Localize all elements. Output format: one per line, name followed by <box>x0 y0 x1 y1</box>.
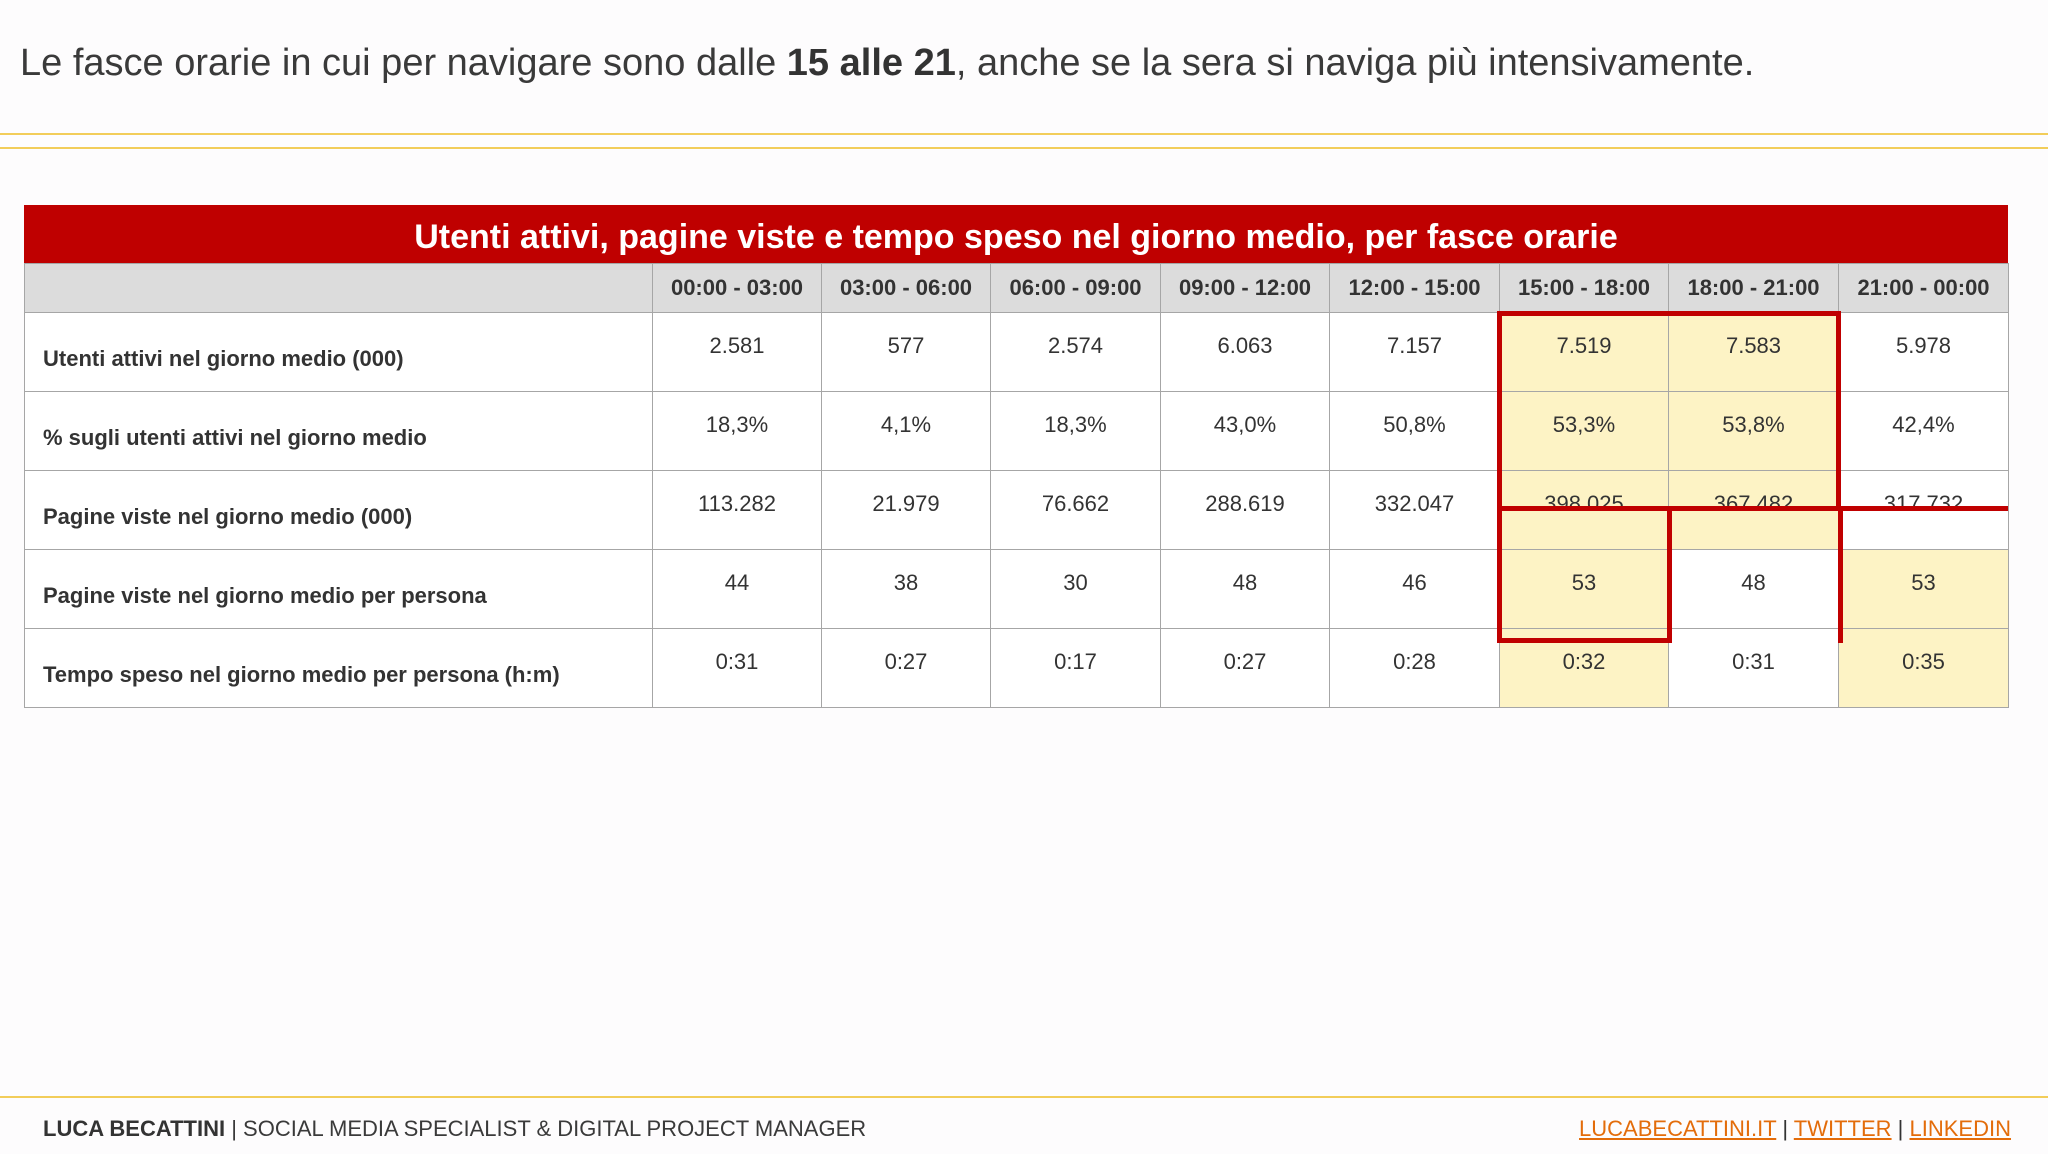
row-label: Pagine viste nel giorno medio (000) <box>24 470 653 550</box>
table-cell: 48 <box>1668 549 1839 629</box>
table-cell-highlighted: 53,8% <box>1668 391 1839 471</box>
table-title: Utenti attivi, pagine viste e tempo spes… <box>24 205 2008 263</box>
column-header: 09:00 - 12:00 <box>1160 263 1330 313</box>
table-cell-highlighted: 0:35 <box>1838 628 2009 708</box>
table-cell: 0:27 <box>821 628 991 708</box>
website-link[interactable]: LUCABECATTINI.IT <box>1579 1116 1777 1141</box>
table-cell: 42,4% <box>1838 391 2009 471</box>
column-header: 21:00 - 00:00 <box>1838 263 2009 313</box>
table-cell: 0:27 <box>1160 628 1330 708</box>
column-header: 15:00 - 18:00 <box>1499 263 1669 313</box>
table-cell: 0:31 <box>652 628 822 708</box>
table-cell: 0:17 <box>990 628 1161 708</box>
table-row: Pagine viste nel giorno medio (000) 113.… <box>24 470 2009 550</box>
table-cell: 317.732 <box>1838 470 2009 550</box>
author-role: SOCIAL MEDIA SPECIALIST & DIGITAL PROJEC… <box>243 1116 867 1141</box>
column-header: 03:00 - 06:00 <box>821 263 991 313</box>
divider-top <box>0 133 2048 135</box>
headline-emphasis: 15 alle 21 <box>786 42 956 84</box>
table-cell-highlighted: 53 <box>1499 549 1669 629</box>
table-row: Pagine viste nel giorno medio per person… <box>24 549 2009 629</box>
headline-text-start: Le fasce orarie in cui per navigare sono… <box>20 42 787 84</box>
row-label: Pagine viste nel giorno medio per person… <box>24 549 653 629</box>
row-label: Tempo speso nel giorno medio per persona… <box>24 628 653 708</box>
data-table-container: Utenti attivi, pagine viste e tempo spes… <box>24 205 2009 708</box>
table-cell-highlighted: 53,3% <box>1499 391 1669 471</box>
table-cell: 30 <box>990 549 1161 629</box>
column-header: 18:00 - 21:00 <box>1668 263 1839 313</box>
table-cell: 4,1% <box>821 391 991 471</box>
table-cell: 113.282 <box>652 470 822 550</box>
column-header: 00:00 - 03:00 <box>652 263 822 313</box>
row-label: Utenti attivi nel giorno medio (000) <box>24 312 653 392</box>
footer-links: LUCABECATTINI.IT | TWITTER | LINKEDIN <box>1579 1116 2011 1142</box>
table-cell: 48 <box>1160 549 1330 629</box>
table-cell-highlighted: 53 <box>1838 549 2009 629</box>
table-cell: 577 <box>821 312 991 392</box>
table-cell: 43,0% <box>1160 391 1330 471</box>
table-header-row: 00:00 - 03:00 03:00 - 06:00 06:00 - 09:0… <box>24 263 2009 313</box>
table-cell-highlighted: 398.025 <box>1499 470 1669 550</box>
table-cell: 2.574 <box>990 312 1161 392</box>
table-cell-highlighted: 7.583 <box>1668 312 1839 392</box>
link-separator: | <box>1891 1116 1910 1141</box>
table-cell: 46 <box>1329 549 1500 629</box>
table-cell: 332.047 <box>1329 470 1500 550</box>
table-row: % sugli utenti attivi nel giorno medio 1… <box>24 391 2009 471</box>
header-corner <box>24 263 653 313</box>
table-cell: 50,8% <box>1329 391 1500 471</box>
column-header: 06:00 - 09:00 <box>990 263 1161 313</box>
footer: LUCA BECATTINI | SOCIAL MEDIA SPECIALIST… <box>0 1096 2048 1154</box>
table-cell: 0:28 <box>1329 628 1500 708</box>
table-cell: 76.662 <box>990 470 1161 550</box>
table-cell-highlighted: 367.482 <box>1668 470 1839 550</box>
table-cell: 38 <box>821 549 991 629</box>
table-cell-highlighted: 7.519 <box>1499 312 1669 392</box>
table-cell: 21.979 <box>821 470 991 550</box>
table-cell: 0:31 <box>1668 628 1839 708</box>
table-cell: 5.978 <box>1838 312 2009 392</box>
linkedin-link[interactable]: LINKEDIN <box>1909 1116 2011 1141</box>
author-name: LUCA BECATTINI <box>43 1116 226 1141</box>
footer-credit: LUCA BECATTINI | SOCIAL MEDIA SPECIALIST… <box>43 1116 866 1142</box>
row-label: % sugli utenti attivi nel giorno medio <box>24 391 653 471</box>
page-headline: Le fasce orarie in cui per navigare sono… <box>20 42 1754 85</box>
table-cell: 44 <box>652 549 822 629</box>
divider-bottom <box>0 147 2048 149</box>
table-row: Utenti attivi nel giorno medio (000) 2.5… <box>24 312 2009 392</box>
hourly-stats-table: 00:00 - 03:00 03:00 - 06:00 06:00 - 09:0… <box>24 263 2009 708</box>
table-cell: 18,3% <box>990 391 1161 471</box>
headline-text-end: , anche se la sera si naviga più intensi… <box>955 42 1755 84</box>
link-separator: | <box>1776 1116 1794 1141</box>
footer-separator: | <box>225 1116 244 1141</box>
table-cell: 7.157 <box>1329 312 1500 392</box>
twitter-link[interactable]: TWITTER <box>1793 1116 1892 1141</box>
table-cell: 18,3% <box>652 391 822 471</box>
table-cell: 6.063 <box>1160 312 1330 392</box>
table-cell: 288.619 <box>1160 470 1330 550</box>
table-cell: 2.581 <box>652 312 822 392</box>
table-row: Tempo speso nel giorno medio per persona… <box>24 628 2009 708</box>
column-header: 12:00 - 15:00 <box>1329 263 1500 313</box>
table-cell-highlighted: 0:32 <box>1499 628 1669 708</box>
